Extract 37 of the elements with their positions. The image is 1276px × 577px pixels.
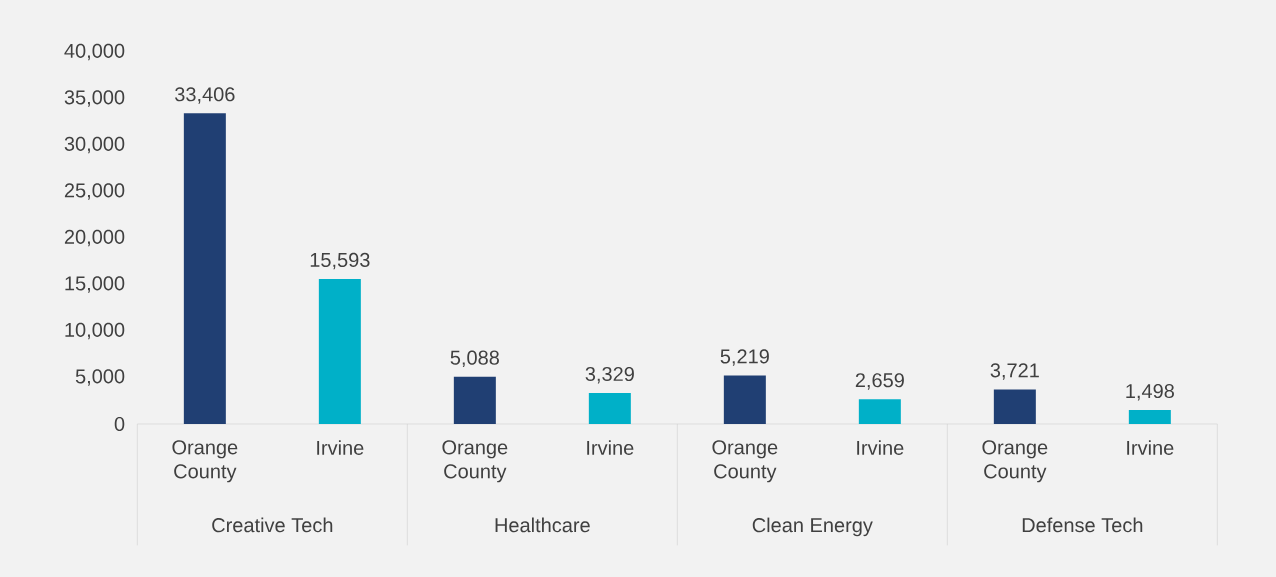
data-label: 5,219 bbox=[720, 349, 769, 366]
x-tick-label: Creative Tech bbox=[212, 517, 333, 533]
y-tick-label: 35,000 bbox=[64, 90, 125, 107]
bar bbox=[183, 113, 226, 424]
bar bbox=[723, 375, 766, 424]
data-label: 1,498 bbox=[1126, 383, 1174, 401]
text: Orange County bbox=[172, 440, 238, 483]
bar bbox=[858, 399, 901, 424]
series-label: Irvine bbox=[587, 440, 634, 455]
bar bbox=[453, 376, 496, 424]
y-tick-label: 0 bbox=[114, 416, 125, 432]
y-tick-label: 25,000 bbox=[64, 183, 125, 200]
text: Irvine bbox=[1127, 440, 1174, 455]
data-label: 2,659 bbox=[855, 373, 904, 390]
bar bbox=[588, 393, 631, 424]
text: Orange County bbox=[982, 440, 1048, 483]
bar bbox=[993, 389, 1036, 424]
bar bbox=[318, 278, 361, 424]
data-label: 15,593 bbox=[310, 252, 370, 270]
x-tick-label: Clean Energy bbox=[752, 517, 873, 537]
data-label: 3,329 bbox=[585, 366, 634, 384]
bar bbox=[1128, 410, 1171, 424]
data-label: 33,406 bbox=[175, 87, 235, 104]
x-tick-label: Healthcare bbox=[495, 517, 590, 533]
series-label: Orange County bbox=[442, 440, 508, 483]
y-tick-label: 20,000 bbox=[64, 229, 125, 247]
y-tick-label: 40,000 bbox=[64, 43, 125, 61]
x-tick-label: Defense Tech bbox=[1022, 517, 1143, 533]
data-label: 3,721 bbox=[990, 363, 1039, 380]
y-tick-label: 10,000 bbox=[65, 322, 125, 340]
text: Orange County bbox=[712, 440, 778, 483]
text: Irvine bbox=[317, 440, 364, 455]
y-tick-label: 15,000 bbox=[65, 276, 125, 293]
data-label: 5,088 bbox=[450, 350, 499, 368]
text: Irvine bbox=[857, 440, 904, 455]
y-tick-label: 5,000 bbox=[75, 369, 125, 386]
y-tick-label: 30,000 bbox=[64, 136, 125, 154]
